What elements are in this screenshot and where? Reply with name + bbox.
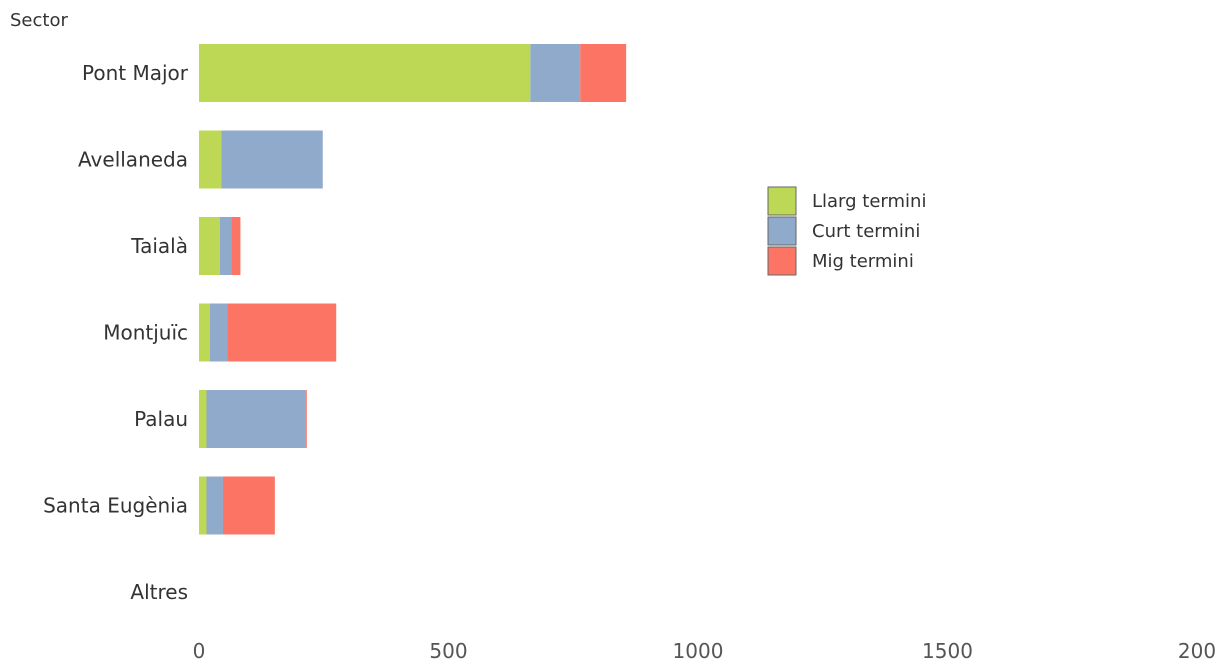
x-tick-label: 1500 [922, 639, 973, 663]
bar-segment[interactable] [209, 303, 228, 362]
bar-segment[interactable] [227, 303, 337, 362]
bar-segment[interactable] [305, 390, 307, 448]
legend-label: Llarg termini [812, 191, 926, 212]
bar-segment[interactable] [199, 44, 531, 102]
bar-segment[interactable] [221, 130, 323, 189]
category-label: Palau [134, 407, 188, 431]
category-label: Santa Eugènia [43, 494, 188, 518]
category-label: Altres [130, 580, 188, 604]
bar-segment[interactable] [222, 476, 275, 535]
bar-segment[interactable] [199, 303, 210, 362]
bar-segment[interactable] [219, 217, 232, 275]
category-label: Pont Major [82, 61, 189, 85]
x-tick-label: 0 [193, 639, 206, 663]
bar-segment[interactable] [199, 390, 207, 448]
category-label: Taialà [130, 234, 188, 258]
x-tick-label: 200 [1178, 639, 1216, 663]
bar-segment[interactable] [530, 44, 581, 102]
category-label: Avellaneda [78, 148, 188, 172]
legend-label: Curt termini [812, 221, 920, 242]
bars-group [199, 44, 627, 535]
x-axis-ticks: 0 500 1000 1500 200 [193, 639, 1216, 663]
y-axis-title: Sector [10, 10, 68, 31]
x-tick-label: 500 [429, 639, 467, 663]
legend-swatch [767, 246, 797, 276]
category-label: Montjuïc [103, 321, 188, 345]
bar-segment[interactable] [199, 217, 220, 275]
legend-swatch [767, 186, 797, 216]
bar-segment[interactable] [206, 390, 306, 448]
legend: Llarg termini Curt termini Mig termini [767, 186, 926, 276]
bar-segment[interactable] [580, 44, 627, 102]
bar-segment[interactable] [231, 217, 241, 275]
bar-segment[interactable] [206, 476, 223, 535]
legend-label: Mig termini [812, 251, 914, 272]
legend-swatch [767, 216, 797, 246]
category-labels: Pont Major Avellaneda Taialà Montjuïc Palau S… [43, 61, 189, 604]
bar-segment[interactable] [199, 476, 207, 535]
x-tick-label: 1000 [673, 639, 724, 663]
bar-segment[interactable] [199, 130, 222, 189]
